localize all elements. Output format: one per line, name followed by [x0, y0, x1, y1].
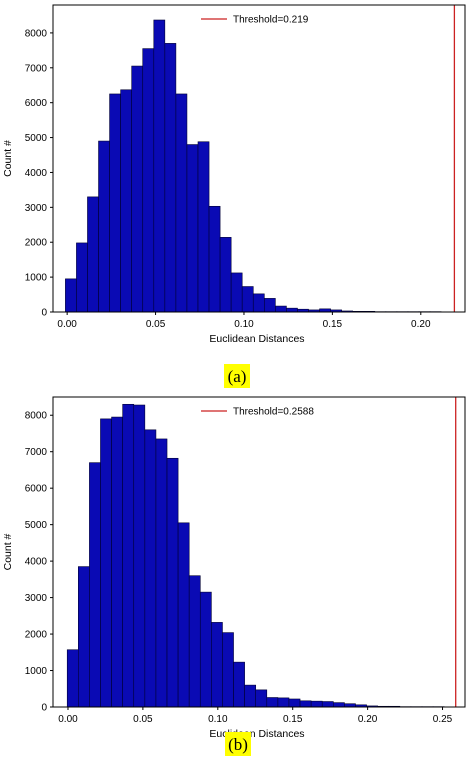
- histogram-bar: [142, 48, 155, 313]
- histogram-bar: [65, 278, 77, 313]
- y-tick-label: 3000: [25, 203, 48, 214]
- plot-frame: [52, 396, 466, 708]
- legend-label: Threshold=0.2588: [233, 407, 314, 418]
- histogram-bar: [241, 286, 254, 313]
- y-tick-label: 5000: [25, 133, 48, 144]
- x-tick-label: 0.10: [234, 319, 254, 330]
- histogram-bar: [164, 43, 177, 313]
- histogram-bar: [66, 649, 79, 708]
- histogram-bar: [131, 65, 144, 313]
- x-axis-title: Euclidean Distances: [209, 728, 304, 740]
- histogram-bar: [133, 404, 146, 708]
- histogram-bar: [177, 522, 190, 708]
- histogram-bar: [233, 661, 245, 708]
- panel-caption: (a): [228, 367, 247, 386]
- histogram-bar: [188, 575, 201, 708]
- panel-caption: (b): [228, 735, 248, 754]
- y-tick-label: 7000: [25, 447, 48, 458]
- histogram-bar: [87, 196, 99, 313]
- y-tick-label: 2000: [25, 238, 48, 249]
- y-tick-label: 0: [41, 308, 47, 319]
- histogram-bar: [222, 632, 234, 708]
- x-tick-label: 0.05: [146, 319, 166, 330]
- y-tick-label: 0: [41, 703, 47, 714]
- histogram-bar: [288, 698, 301, 708]
- y-tick-label: 4000: [25, 168, 48, 179]
- y-tick-label: 3000: [25, 593, 48, 604]
- y-tick-label: 5000: [25, 520, 48, 531]
- histogram-bar: [197, 141, 210, 313]
- histogram-bar: [219, 237, 232, 313]
- legend-label: Threshold=0.219: [233, 15, 309, 26]
- x-tick-label: 0.15: [283, 714, 303, 725]
- histogram-bar: [186, 144, 199, 313]
- histogram-bar: [144, 429, 157, 708]
- histogram-bar: [252, 293, 265, 313]
- histogram-bar: [208, 205, 221, 313]
- x-tick-label: 0.00: [58, 714, 78, 725]
- x-tick-label: 0.20: [358, 714, 378, 725]
- y-tick-label: 6000: [25, 98, 48, 109]
- histogram-bar: [277, 697, 290, 708]
- y-tick-label: 8000: [25, 28, 48, 39]
- histogram-bar: [211, 622, 223, 708]
- histogram-bar: [244, 684, 257, 708]
- histogram-bar: [153, 19, 166, 313]
- y-axis-title: Count #: [2, 140, 14, 177]
- x-tick-label: 0.25: [433, 714, 453, 725]
- histogram-bar: [333, 702, 345, 708]
- histogram-bar: [122, 403, 135, 708]
- chart-panel-a: 0 1000 2000 3000 4000 5000 6000 7000 8000 0.00 0.0…: [2, 4, 466, 388]
- y-tick-label: 8000: [25, 411, 48, 422]
- histogram-bar: [98, 140, 110, 313]
- y-tick-label: 1000: [25, 273, 48, 284]
- histogram-bar: [111, 416, 123, 708]
- caption-highlight: [225, 732, 251, 756]
- histogram-bar: [286, 307, 298, 313]
- y-tick-label: 2000: [25, 630, 48, 641]
- x-tick-label: 0.10: [208, 714, 228, 725]
- histogram-bar: [199, 591, 212, 708]
- histogram-bar: [76, 242, 88, 313]
- histogram-bar: [100, 418, 112, 708]
- histogram-bar: [89, 462, 101, 708]
- histogram-bar: [109, 93, 121, 313]
- y-tick-label: 4000: [25, 557, 48, 568]
- y-tick-label: 7000: [25, 63, 48, 74]
- histogram-bar: [78, 566, 90, 708]
- histogram-bar: [166, 457, 179, 708]
- histogram-bar: [155, 438, 168, 708]
- histogram-bar: [263, 298, 276, 313]
- x-tick-label: 0.05: [133, 714, 153, 725]
- histogram-bar: [321, 701, 334, 708]
- histogram-bar: [299, 700, 312, 708]
- chart-panel-b: 0 1000 2000 3000 4000 5000 6000 7000 8000 0.00 0.0…: [2, 396, 466, 756]
- x-tick-label: 0.00: [57, 319, 77, 330]
- histogram-bar: [266, 697, 279, 708]
- x-tick-label: 0.15: [323, 319, 343, 330]
- y-axis-title: Count #: [2, 533, 14, 570]
- histogram-bar: [310, 700, 323, 708]
- histogram-bar: [230, 272, 243, 313]
- histogram-bar: [275, 305, 287, 313]
- caption-highlight: [224, 364, 250, 388]
- histogram-bar: [120, 89, 132, 313]
- x-axis-title: Euclidean Distances: [209, 333, 304, 345]
- y-tick-label: 1000: [25, 666, 48, 677]
- histogram-bar: [255, 689, 268, 708]
- plot-frame: [52, 4, 466, 313]
- histogram-bar: [175, 93, 188, 313]
- x-tick-label: 0.20: [411, 319, 431, 330]
- y-tick-label: 6000: [25, 484, 48, 495]
